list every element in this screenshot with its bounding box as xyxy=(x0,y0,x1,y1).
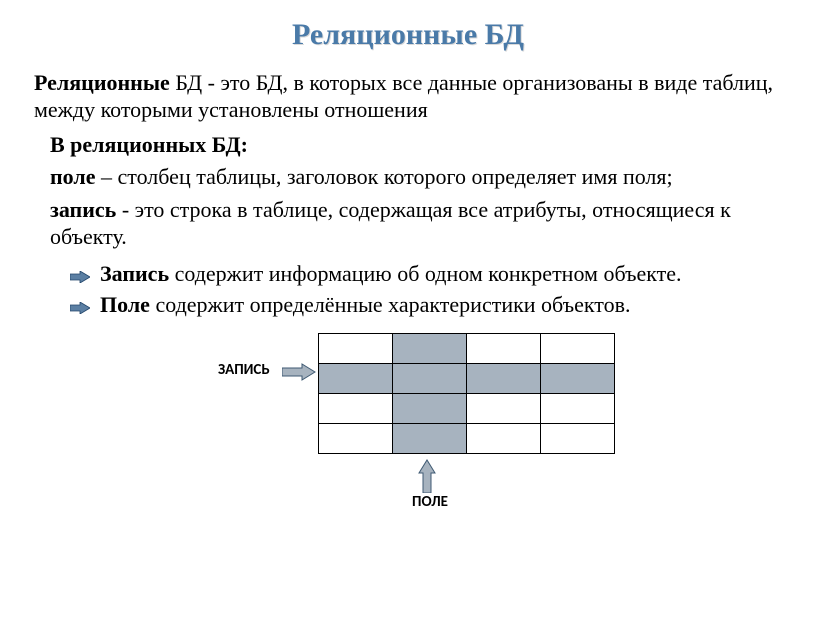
table-row xyxy=(319,393,615,423)
defs-heading: В реляционных БД: xyxy=(50,132,772,159)
field-label: ПОЛЕ xyxy=(412,493,448,511)
sample-grid xyxy=(318,333,615,454)
arrow-bullet-icon xyxy=(70,301,90,319)
table-row xyxy=(319,363,615,393)
definitions-block: В реляционных БД: поле – столбец таблицы… xyxy=(34,130,782,251)
table-diagram: ЗАПИСЬ ПОЛЕ xyxy=(34,333,782,508)
def-zapis: запись - это строка в таблице, содержаща… xyxy=(50,197,772,251)
table-row xyxy=(319,333,615,363)
def-pole-rest: – столбец таблицы, заголовок которого оп… xyxy=(96,164,673,189)
table-row xyxy=(319,423,615,453)
page-title: Реляционные БД xyxy=(0,18,816,52)
def-pole: поле – столбец таблицы, заголовок которо… xyxy=(50,164,772,191)
bullet1-bold: Запись xyxy=(100,261,169,286)
bullet2-text: Поле содержит определённые характеристик… xyxy=(100,292,630,319)
defs-heading-text: В реляционных БД: xyxy=(50,132,248,157)
bullet1-rest: содержит информацию об одном конкретном … xyxy=(169,261,681,286)
intro-bold: Реляционные xyxy=(34,70,170,95)
bullet1-text: Запись содержит информацию об одном конк… xyxy=(100,261,682,288)
bullet-item: Поле содержит определённые характеристик… xyxy=(70,292,772,319)
def-pole-bold: поле xyxy=(50,164,96,189)
arrow-right-icon xyxy=(282,363,316,386)
bullet2-rest: содержит определённые характеристики объ… xyxy=(150,292,631,317)
def-zapis-bold: запись xyxy=(50,197,116,222)
def-zapis-rest: - это строка в таблице, содержащая все а… xyxy=(50,197,731,249)
content-area: Реляционные БД - это БД, в которых все д… xyxy=(0,52,816,508)
bullet-item: Запись содержит информацию об одном конк… xyxy=(70,261,772,288)
bullets-block: Запись содержит информацию об одном конк… xyxy=(34,257,782,319)
arrow-bullet-icon xyxy=(70,270,90,288)
bullet2-bold: Поле xyxy=(100,292,150,317)
record-label: ЗАПИСЬ xyxy=(218,361,270,379)
intro-paragraph: Реляционные БД - это БД, в которых все д… xyxy=(34,70,782,124)
